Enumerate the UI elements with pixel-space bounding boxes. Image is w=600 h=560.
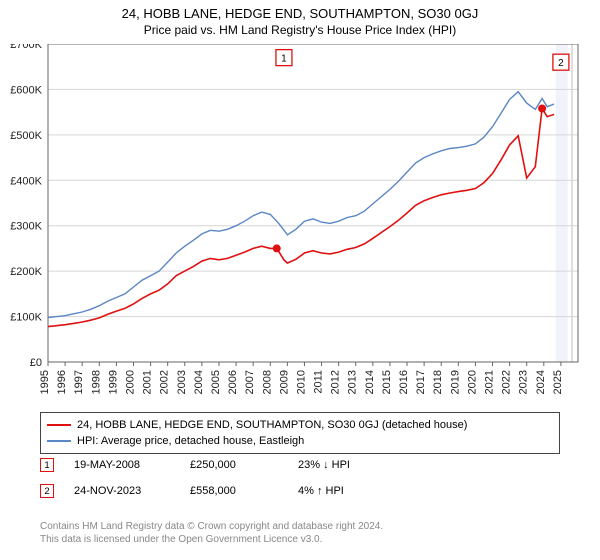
svg-text:2002: 2002: [159, 370, 171, 394]
svg-text:1999: 1999: [107, 370, 119, 394]
sale-row: 2 24-NOV-2023 £558,000 4% ↑ HPI: [40, 484, 580, 498]
svg-text:2008: 2008: [261, 370, 273, 394]
svg-text:1995: 1995: [39, 370, 51, 394]
svg-text:£200K: £200K: [10, 266, 42, 278]
legend-row: 24, HOBB LANE, HEDGE END, SOUTHAMPTON, S…: [47, 417, 553, 433]
svg-text:2001: 2001: [142, 370, 154, 394]
svg-text:2018: 2018: [432, 370, 444, 394]
svg-text:2004: 2004: [193, 370, 205, 394]
svg-text:2011: 2011: [313, 370, 325, 394]
svg-text:2006: 2006: [227, 370, 239, 394]
svg-text:2017: 2017: [415, 370, 427, 394]
svg-text:2023: 2023: [518, 370, 530, 394]
svg-text:2000: 2000: [124, 370, 136, 394]
svg-text:2010: 2010: [295, 370, 307, 394]
sale-pct: 4% ↑ HPI: [298, 485, 418, 497]
svg-text:£0: £0: [30, 357, 42, 369]
line-chart: £0 £100K £200K £300K £400K £500K £600K £700K 199…: [0, 44, 600, 404]
svg-text:£600K: £600K: [10, 84, 42, 96]
svg-text:2024: 2024: [535, 370, 547, 394]
svg-text:2009: 2009: [278, 370, 290, 394]
legend-swatch: [47, 440, 71, 442]
up-arrow-icon: ↑: [317, 485, 323, 497]
svg-text:2: 2: [558, 58, 564, 69]
svg-text:1997: 1997: [73, 370, 85, 394]
svg-text:2022: 2022: [501, 370, 513, 394]
chart-container: £0 £100K £200K £300K £400K £500K £600K £700K 199…: [0, 44, 600, 404]
svg-text:1998: 1998: [90, 370, 102, 394]
svg-text:£400K: £400K: [10, 175, 42, 187]
svg-text:2015: 2015: [381, 370, 393, 394]
sale-date: 19-MAY-2008: [62, 459, 182, 471]
svg-text:2025: 2025: [552, 370, 564, 394]
svg-text:1996: 1996: [56, 370, 68, 394]
sale-callout-box: 1: [40, 458, 54, 472]
svg-text:2016: 2016: [398, 370, 410, 394]
svg-text:1: 1: [281, 54, 287, 65]
legend-row: HPI: Average price, detached house, East…: [47, 433, 553, 449]
svg-text:2021: 2021: [484, 370, 496, 394]
sale-price: £558,000: [190, 485, 290, 497]
svg-text:2013: 2013: [347, 370, 359, 394]
svg-text:£100K: £100K: [10, 312, 42, 324]
svg-text:£300K: £300K: [10, 221, 42, 233]
svg-text:2019: 2019: [449, 370, 461, 394]
legend: 24, HOBB LANE, HEDGE END, SOUTHAMPTON, S…: [40, 412, 560, 454]
svg-text:£500K: £500K: [10, 130, 42, 142]
sale-pct: 23% ↓ HPI: [298, 459, 418, 471]
sale-callout-box: 2: [40, 484, 54, 498]
sale-row: 1 19-MAY-2008 £250,000 23% ↓ HPI: [40, 458, 580, 472]
sale-price: £250,000: [190, 459, 290, 471]
svg-text:2005: 2005: [210, 370, 222, 394]
page-title: 24, HOBB LANE, HEDGE END, SOUTHAMPTON, S…: [0, 0, 600, 21]
footer-attribution: Contains HM Land Registry data © Crown c…: [40, 520, 580, 546]
page-subtitle: Price paid vs. HM Land Registry's House …: [0, 21, 600, 41]
svg-text:£700K: £700K: [10, 44, 42, 51]
svg-text:2012: 2012: [330, 370, 342, 394]
svg-text:2014: 2014: [364, 370, 376, 394]
svg-text:2020: 2020: [466, 370, 478, 394]
down-arrow-icon: ↓: [323, 459, 329, 471]
legend-label: HPI: Average price, detached house, East…: [77, 435, 304, 447]
legend-swatch: [47, 424, 71, 426]
sale-date: 24-NOV-2023: [62, 485, 182, 497]
svg-text:2003: 2003: [176, 370, 188, 394]
legend-label: 24, HOBB LANE, HEDGE END, SOUTHAMPTON, S…: [77, 419, 467, 431]
svg-text:2007: 2007: [244, 370, 256, 394]
